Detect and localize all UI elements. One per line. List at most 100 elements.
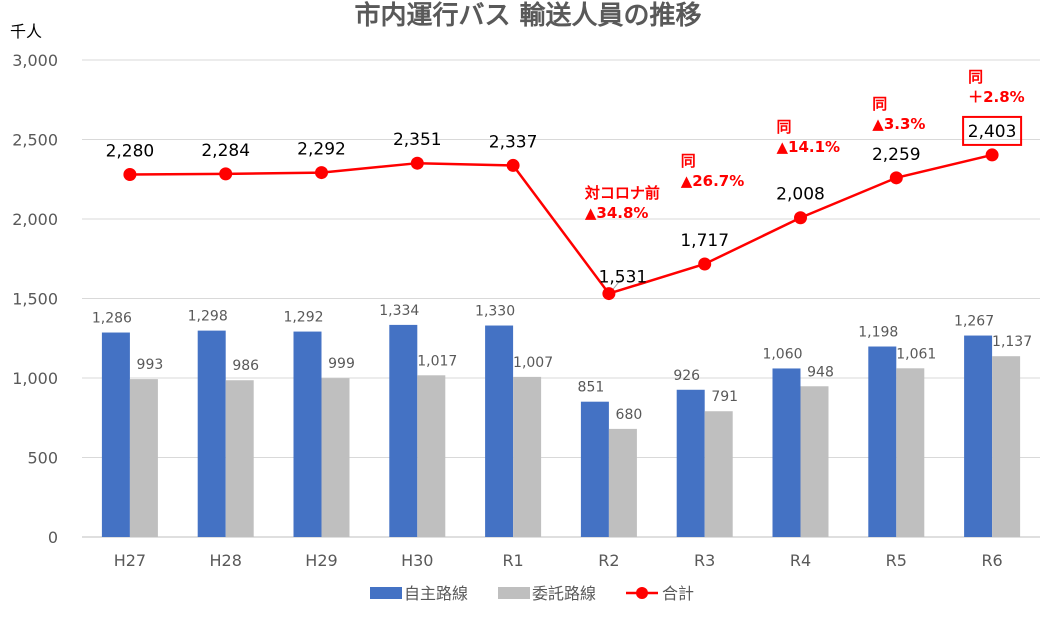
bar-jishu [389, 324, 418, 537]
total-label: 1,717 [680, 231, 729, 251]
total-label: 2,351 [393, 130, 442, 150]
bar-label-itaku: 1,007 [513, 355, 553, 371]
legend-marker-total [636, 587, 648, 599]
bar-jishu [101, 332, 130, 537]
leader-line [611, 279, 622, 291]
bar-jishu [676, 389, 705, 537]
total-label: 2,280 [106, 141, 155, 161]
y-tick-label: 1,500 [12, 290, 58, 309]
total-point [219, 167, 233, 181]
total-label: 2,008 [776, 185, 825, 205]
x-tick-label: R4 [790, 551, 811, 570]
bar-label-itaku: 1,137 [992, 334, 1032, 350]
total-point [794, 211, 807, 225]
annotation-text: ＋2.8% [968, 88, 1025, 106]
y-tick-label: 3,000 [12, 51, 58, 70]
total-point [985, 148, 999, 162]
total-point [698, 257, 712, 271]
chart-title: 市内運行バス 輸送人員の推移 [354, 0, 701, 31]
total-point [506, 158, 520, 172]
bar-itaku [129, 379, 158, 537]
annotation-text: 同 [872, 95, 887, 113]
total-label: 2,292 [297, 140, 346, 160]
bar-label-itaku: 986 [232, 358, 259, 374]
x-tick-label: R1 [502, 551, 523, 570]
bar-jishu [580, 401, 609, 537]
x-tick-label: R5 [886, 551, 907, 570]
y-unit-label: 千人 [10, 22, 42, 41]
bar-label-itaku: 993 [137, 357, 164, 373]
y-tick-label: 2,500 [12, 131, 58, 150]
total-line: 2,280 2,284 2,292 2,351 2,337 1,531 1,717 2,008… [106, 115, 1023, 301]
x-tick-label: H30 [401, 551, 433, 570]
total-line-path [129, 153, 993, 296]
bar-label-jishu: 1,198 [858, 325, 898, 341]
bar-itaku [321, 378, 350, 537]
x-tick-label: H27 [114, 551, 146, 570]
bar-label-jishu: 1,298 [188, 309, 228, 325]
bar-jishu [293, 331, 322, 537]
y-tick-label: 1,000 [12, 369, 58, 388]
x-tick-label: H28 [210, 551, 242, 570]
annotation-text: 同 [777, 118, 792, 136]
bar-label-jishu: 1,292 [283, 310, 323, 326]
annotation-text: ▲3.3% [872, 115, 925, 133]
bar-itaku [417, 375, 446, 537]
bar-label-jishu: 1,286 [92, 311, 132, 327]
bar-label-jishu: 1,267 [954, 314, 994, 330]
total-label: 2,284 [201, 141, 250, 161]
annotation-text: ▲34.8% [585, 204, 649, 222]
bar-label-itaku: 680 [616, 407, 643, 423]
bar-jishu [197, 330, 226, 537]
y-tick-label: 500 [27, 449, 58, 468]
bar-label-itaku: 1,061 [896, 346, 936, 362]
bar-label-itaku: 791 [711, 389, 738, 405]
bar-jishu [485, 325, 514, 537]
annotation-text: 同 [681, 152, 696, 170]
legend-label-itaku: 委託路線 [532, 584, 596, 603]
bar-label-jishu: 851 [578, 380, 605, 396]
bar-label-itaku: 948 [807, 364, 834, 380]
bar-jishu [868, 346, 897, 537]
total-label: 2,259 [872, 145, 921, 165]
x-tick-label: H29 [305, 551, 337, 570]
total-point [889, 171, 903, 185]
bar-itaku [225, 380, 254, 537]
bar-label-jishu: 1,060 [762, 346, 802, 362]
x-axis: H27 H28 H29 H30 R1 R2 R3 R4 R5 R6 [114, 551, 1003, 570]
bar-jishu [964, 335, 993, 537]
annotation-text: 同 [968, 68, 983, 86]
bar-itaku [513, 376, 542, 537]
legend: 自主路線 委託路線 合計 [370, 584, 694, 603]
legend-label-total: 合計 [662, 584, 694, 603]
annotation-text: 対コロナ前 [584, 184, 660, 202]
bar-itaku [704, 411, 733, 537]
bar-label-jishu: 1,334 [379, 303, 419, 319]
total-point [315, 166, 328, 180]
bar-itaku [608, 428, 637, 537]
bar-label-jishu: 926 [673, 368, 700, 384]
total-point [123, 167, 137, 181]
total-label: 2,403 [968, 122, 1017, 142]
legend-swatch-jishu [370, 587, 402, 599]
y-tick-label: 0 [48, 528, 58, 547]
x-tick-label: R6 [981, 551, 1002, 570]
bar-label-itaku: 1,017 [417, 353, 457, 369]
bar-itaku [992, 356, 1021, 537]
bar-jishu [772, 368, 801, 537]
highlight-box [962, 115, 1023, 146]
bar-label-jishu: 1,330 [475, 304, 515, 320]
x-tick-label: R2 [598, 551, 619, 570]
y-tick-label: 2,000 [12, 210, 58, 229]
total-label: 2,337 [489, 132, 538, 152]
annotation-text: ▲14.1% [777, 138, 841, 156]
legend-swatch-itaku [498, 587, 530, 599]
legend-label-jishu: 自主路線 [404, 584, 468, 603]
total-point [602, 287, 616, 301]
total-point [410, 156, 424, 170]
bars: 1,286 993 1,298 986 1,292 999 1,334 1,017 1,330 1… [92, 303, 1032, 537]
annotations: 対コロナ前 ▲34.8% 同 ▲26.7% 同 ▲14.1% 同 ▲3.3% 同 ＋2.8% [584, 68, 1025, 222]
y-axis: 0 500 1,000 1,500 2,000 2,500 3,000 [12, 51, 58, 547]
bar-itaku [896, 368, 925, 537]
